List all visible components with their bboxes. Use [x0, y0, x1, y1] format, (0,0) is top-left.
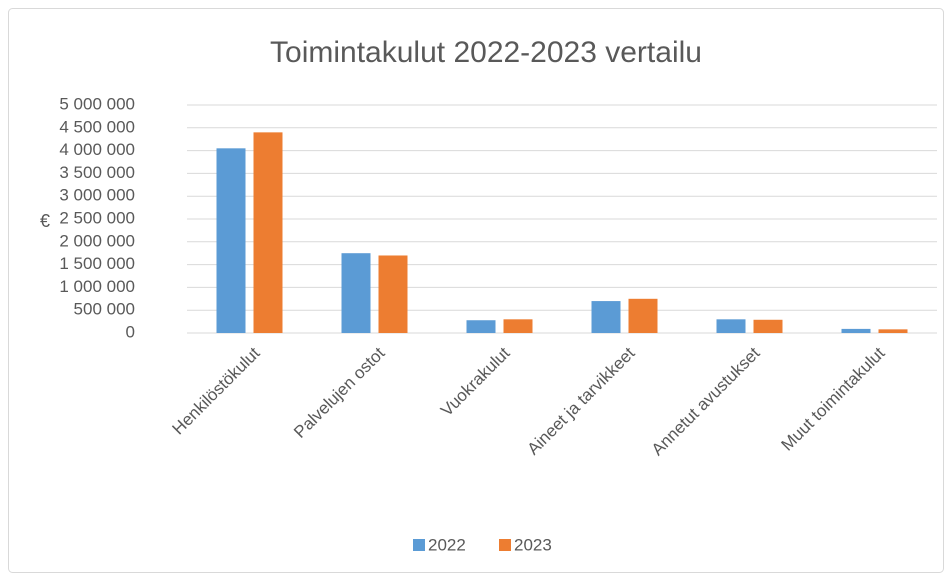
bar: [378, 255, 408, 333]
bar: [466, 320, 496, 333]
y-tick-label: 0: [126, 322, 135, 341]
y-tick-label: 4 000 000: [59, 140, 135, 159]
legend-label: 2022: [428, 535, 466, 554]
legend-swatch: [413, 539, 425, 551]
legend-label: 2023: [514, 535, 552, 554]
bar: [253, 132, 283, 333]
chart-title: Toimintakulut 2022-2023 vertailu: [270, 36, 702, 69]
bar: [591, 301, 621, 333]
chart-border: [8, 8, 944, 573]
y-tick-label: 3 500 000: [59, 163, 135, 182]
legend-swatch: [499, 539, 511, 551]
bar: [716, 319, 746, 333]
bar: [341, 253, 371, 333]
y-tick-label: 500 000: [74, 300, 135, 319]
y-tick-label: 2 500 000: [59, 208, 135, 227]
y-tick-label: 5 000 000: [59, 94, 135, 113]
y-axis-label: €: [40, 211, 50, 231]
y-tick-label: 3 000 000: [59, 186, 135, 205]
bar: [216, 148, 246, 333]
bar: [503, 319, 533, 333]
bar: [628, 298, 658, 333]
bar: [753, 319, 783, 333]
y-tick-label: 1 500 000: [59, 254, 135, 273]
y-tick-label: 4 500 000: [59, 117, 135, 136]
bar: [841, 328, 871, 333]
y-tick-label: 1 000 000: [59, 277, 135, 296]
y-tick-label: 2 000 000: [59, 231, 135, 250]
bar: [878, 329, 908, 333]
